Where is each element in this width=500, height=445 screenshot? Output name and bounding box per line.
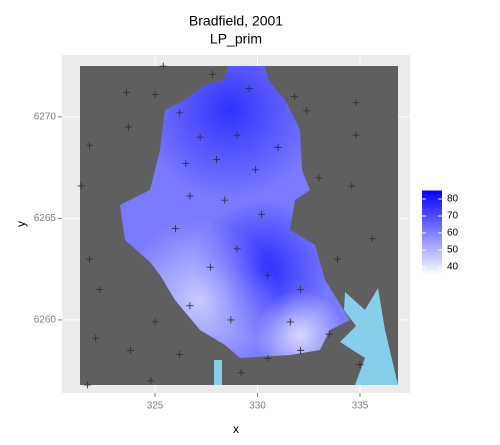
sample-point (213, 156, 221, 164)
sample-point (227, 316, 235, 324)
y-axis-label: y (14, 221, 28, 227)
x-tick-label: 335 (352, 401, 369, 412)
sample-point (206, 263, 214, 271)
sample-point (196, 133, 204, 141)
colorbar-label: 50 (447, 245, 459, 256)
sample-point (274, 143, 282, 151)
legend: 40 50 60 70 80 (422, 190, 459, 276)
sample-point (352, 99, 360, 107)
chart-subtitle: LP_prim (210, 31, 262, 47)
sample-point (348, 182, 356, 190)
sample-point (297, 285, 305, 293)
colorbar (422, 190, 442, 276)
sample-point (258, 210, 266, 218)
sample-point (186, 192, 194, 200)
sample-point (151, 91, 159, 99)
sample-point (233, 131, 241, 139)
x-axis-label: x (233, 422, 239, 436)
sample-point (352, 131, 360, 139)
sample-point (237, 369, 245, 377)
raster-field (120, 66, 398, 385)
sample-point (85, 141, 93, 149)
sample-point (325, 330, 333, 338)
sample-point (176, 350, 184, 358)
sample-point (368, 235, 376, 243)
sample-point (126, 346, 134, 354)
sample-point (303, 107, 311, 115)
points (77, 62, 376, 389)
x-tick-label: 325 (147, 401, 164, 412)
chart-title: Bradfield, 2001 (189, 13, 283, 29)
sample-point (77, 182, 85, 190)
x-tick-label: 330 (249, 401, 266, 412)
sample-point (122, 89, 130, 97)
sample-point (221, 196, 229, 204)
sample-point (297, 346, 305, 354)
sample-point (356, 361, 364, 369)
sample-point (245, 84, 253, 92)
sample-point (264, 354, 272, 362)
colorbar-label: 40 (447, 262, 459, 273)
sample-point (124, 123, 132, 131)
sample-point (176, 109, 184, 117)
sample-point (159, 62, 167, 70)
sample-point (333, 255, 341, 263)
raster-shade (120, 66, 350, 358)
axes: 325 330 335 6260 6265 6270 (34, 112, 369, 412)
sample-point (290, 93, 298, 101)
sample-point (172, 225, 180, 233)
sample-point (315, 174, 323, 182)
y-tick-label: 6265 (34, 213, 57, 224)
colorbar-label: 80 (447, 194, 459, 205)
sample-point (147, 377, 155, 385)
colorbar-label: 70 (447, 211, 459, 222)
sample-point (251, 166, 259, 174)
sample-point (182, 160, 190, 168)
sample-point (96, 285, 104, 293)
sample-point (83, 381, 91, 389)
sample-point (85, 255, 93, 263)
sample-point (186, 302, 194, 310)
sample-point (151, 318, 159, 326)
raster-edge (214, 288, 398, 385)
sample-point (233, 245, 241, 253)
sample-point (92, 334, 100, 342)
y-tick-label: 6260 (34, 315, 57, 326)
sample-point (264, 271, 272, 279)
colorbar-label: 60 (447, 228, 459, 239)
sample-point (208, 70, 216, 78)
y-tick-label: 6270 (34, 112, 57, 123)
sample-point (286, 318, 294, 326)
